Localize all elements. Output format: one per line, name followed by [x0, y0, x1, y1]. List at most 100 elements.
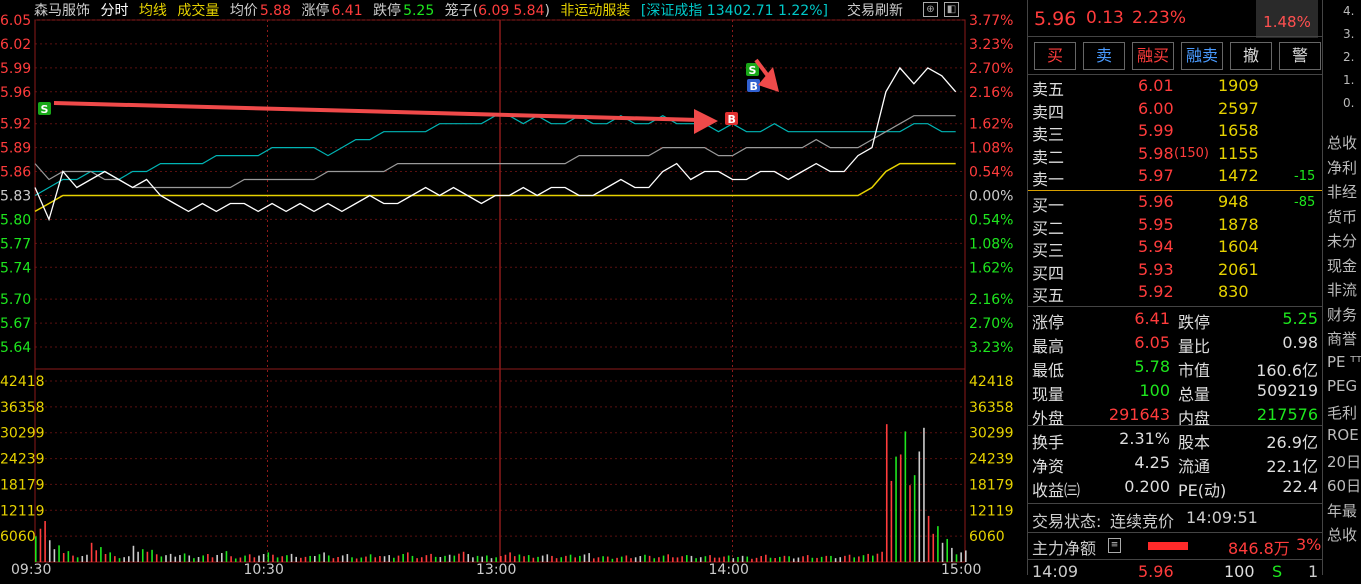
stock-name[interactable]: 森马服饰: [34, 3, 90, 19]
mode-timeshare[interactable]: 分时: [100, 3, 129, 19]
strip-item[interactable]: 商誉: [1327, 330, 1358, 348]
margin-buy-button[interactable]: 融买: [1132, 42, 1174, 70]
annotation-arrow: [53, 101, 701, 122]
volume-bar: [695, 558, 697, 562]
tick-volume: 100: [1224, 562, 1255, 581]
volume-bar: [797, 557, 800, 562]
volume-bar: [630, 558, 632, 562]
volume-tick-label: 24239: [969, 452, 1014, 468]
volume-bar: [937, 526, 939, 562]
cancel-order-button[interactable]: 撤: [1230, 42, 1272, 70]
ask-row[interactable]: 卖一 5.97 1472 -15: [1028, 166, 1322, 189]
tick-count: 1: [1308, 562, 1319, 581]
volume-bar: [351, 557, 353, 562]
volume-bar: [202, 555, 204, 562]
buy-button[interactable]: 买: [1034, 42, 1076, 70]
strip-item[interactable]: 年最: [1327, 501, 1358, 520]
volume-tick-label: 42418: [0, 374, 45, 390]
volume-bar: [932, 533, 935, 562]
bid-row[interactable]: 买五 5.92 830: [1028, 282, 1322, 305]
alert-button[interactable]: 警: [1279, 42, 1321, 70]
volume-bar: [448, 554, 451, 562]
stat-value: 6.41: [1134, 309, 1170, 328]
quote-price: 5.95: [1138, 214, 1174, 234]
strip-item[interactable]: 财务: [1327, 305, 1358, 324]
strip-item[interactable]: 非经: [1327, 183, 1358, 201]
ask-row[interactable]: 卖三 5.99 1658: [1028, 121, 1322, 144]
flow-doc-icon[interactable]: ≡: [1108, 538, 1121, 553]
strip-item[interactable]: PE ᵀᵀ: [1327, 352, 1361, 371]
stat-row: 收益㈢ 0.200 PE(动) 22.4: [1028, 477, 1322, 500]
strip-item[interactable]: 总收: [1327, 134, 1358, 152]
mode-volume[interactable]: 成交量: [177, 3, 220, 19]
quote-label: 卖二: [1032, 147, 1065, 167]
strip-item[interactable]: 净利: [1327, 158, 1358, 177]
volume-bar: [853, 557, 855, 562]
stat-row: 净资 4.25 流通 22.1亿: [1028, 453, 1322, 476]
stat-label: 跌停: [1178, 313, 1211, 332]
volume-bar: [90, 542, 93, 562]
timeshare-chart[interactable]: 6.05 3.77% 6.02 3.23% 5.99 2.70% 5.96 2.16% 5.92…: [0, 0, 1027, 575]
quote-price: 6.00: [1138, 98, 1174, 118]
stat-value: 22.4: [1282, 477, 1318, 496]
strip-item[interactable]: ROE: [1327, 426, 1359, 444]
stat-value: 509219: [1256, 381, 1318, 400]
volume-bar: [574, 557, 576, 562]
price-change: 0.13: [1086, 8, 1124, 28]
stat-value: 6.05: [1134, 333, 1170, 352]
volume-bar: [430, 553, 432, 562]
quote-label: 卖五: [1032, 80, 1065, 99]
volume-bar: [155, 554, 158, 562]
refresh-label[interactable]: 交易刷新: [847, 3, 903, 19]
quote-volume: 2597: [1218, 98, 1259, 118]
price-line: [34, 66, 957, 222]
bid-row[interactable]: 买四 5.93 2061: [1028, 260, 1322, 283]
status-value: 连续竞价: [1110, 512, 1175, 531]
ask-row[interactable]: 卖五 6.01 1909: [1028, 76, 1322, 99]
volume-bar: [876, 553, 879, 562]
strip-item[interactable]: 60日: [1327, 477, 1361, 495]
sector-label[interactable]: 非运动服装: [560, 3, 631, 19]
volume-bar: [355, 558, 358, 562]
time-tick-label: 09:30: [11, 562, 51, 575]
bid-row[interactable]: 买二 5.95 1878: [1028, 214, 1322, 238]
quote-volume: 1155: [1218, 143, 1259, 163]
volume-bar: [699, 557, 702, 562]
bid-row[interactable]: 买三 5.94 1604: [1028, 237, 1322, 260]
bid-row[interactable]: 买一 5.96 948 -85: [1028, 192, 1322, 215]
volume-bar: [197, 557, 200, 562]
mode-avgline[interactable]: 均线: [138, 3, 167, 19]
volume-bar: [741, 555, 744, 562]
strip-item[interactable]: 20日: [1327, 452, 1361, 471]
strip-item[interactable]: 未分: [1327, 232, 1358, 250]
ask-row[interactable]: 卖四 6.00 2597: [1028, 98, 1322, 122]
price-tick-label: 5.70: [0, 292, 31, 308]
strip-item[interactable]: 非流: [1327, 281, 1358, 299]
close-panel-icon[interactable]: ◧: [944, 2, 959, 17]
volume-bar: [960, 552, 962, 562]
strip-item[interactable]: 毛利: [1327, 403, 1358, 422]
trade-panel: 5.96 0.13 2.23% 1.48% 买 卖 融买 融卖 撤 警 卖五 6.…: [1027, 0, 1322, 581]
strip-item[interactable]: 货币: [1327, 207, 1358, 226]
volume-bar: [755, 557, 758, 562]
index-text[interactable]: [深证成指 13402.71 1.22%]: [640, 3, 828, 19]
volume-bar: [583, 554, 586, 562]
limit-down-value: 5.25: [403, 3, 435, 19]
strip-item[interactable]: PEG: [1327, 377, 1358, 395]
quote-price: 5.96: [1138, 192, 1174, 211]
volume-bar: [844, 555, 846, 562]
status-time: 14:09:51: [1186, 508, 1258, 527]
stat-value: 100: [1139, 381, 1170, 400]
price-tick-label: 6.02: [0, 37, 31, 53]
stat-value: 0.200: [1124, 477, 1170, 496]
strip-item[interactable]: 现金: [1327, 256, 1358, 275]
volume-bar: [225, 551, 228, 562]
sell-button[interactable]: 卖: [1083, 42, 1125, 70]
strip-item[interactable]: 总收: [1327, 526, 1358, 544]
margin-sell-button[interactable]: 融卖: [1181, 42, 1223, 70]
quote-label: 买一: [1032, 196, 1065, 215]
volume-bar: [174, 556, 177, 562]
expand-icon[interactable]: ⊕: [923, 2, 938, 17]
volume-bar: [118, 558, 121, 562]
ask-row[interactable]: 卖二 5.98 1155 (150): [1028, 143, 1322, 167]
